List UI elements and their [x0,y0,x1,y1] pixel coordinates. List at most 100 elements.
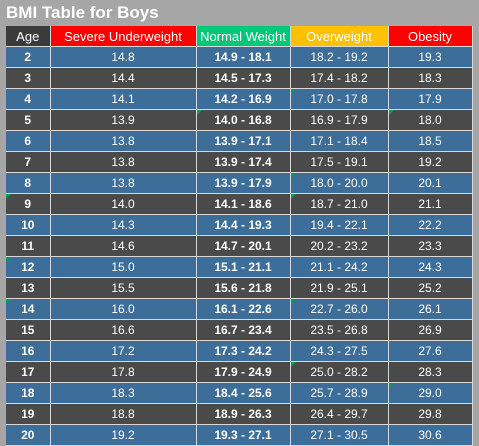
obesity-cell[interactable]: 26.1 [388,298,473,320]
age-cell[interactable]: 19 [6,403,51,425]
severe-cell[interactable]: 14.0 [50,193,197,215]
overweight-cell[interactable]: 17.4 - 18.2 [290,67,389,89]
age-cell[interactable]: 18 [6,382,51,404]
normal-cell[interactable]: 17.9 - 24.9 [196,361,291,383]
header-obesity[interactable]: Obesity [388,26,473,47]
severe-cell[interactable]: 17.2 [50,340,197,362]
obesity-cell[interactable]: 27.6 [388,340,473,362]
overweight-cell[interactable]: 21.1 - 24.2 [290,256,389,278]
severe-cell[interactable]: 15.0 [50,256,197,278]
obesity-cell[interactable]: 18.0 [388,109,473,131]
overweight-cell[interactable]: 21.9 - 25.1 [290,277,389,299]
header-age[interactable]: Age [6,26,51,47]
normal-cell[interactable]: 15.1 - 21.1 [196,256,291,278]
age-cell[interactable]: 3 [6,67,51,89]
obesity-cell[interactable]: 21.1 [388,193,473,215]
obesity-cell[interactable]: 28.3 [388,361,473,383]
obesity-cell[interactable]: 30.6 [388,424,473,446]
normal-cell[interactable]: 15.6 - 21.8 [196,277,291,299]
normal-cell[interactable]: 14.9 - 18.1 [196,46,291,68]
severe-cell[interactable]: 13.8 [50,172,197,194]
normal-cell[interactable]: 14.5 - 17.3 [196,67,291,89]
normal-cell[interactable]: 16.7 - 23.4 [196,319,291,341]
normal-cell[interactable]: 13.9 - 17.4 [196,151,291,173]
severe-cell[interactable]: 16.6 [50,319,197,341]
obesity-cell[interactable]: 19.2 [388,151,473,173]
severe-cell[interactable]: 14.8 [50,46,197,68]
severe-cell[interactable]: 14.3 [50,214,197,236]
age-cell[interactable]: 16 [6,340,51,362]
obesity-cell[interactable]: 22.2 [388,214,473,236]
normal-cell[interactable]: 14.1 - 18.6 [196,193,291,215]
overweight-cell[interactable]: 18.2 - 19.2 [290,46,389,68]
age-cell[interactable]: 17 [6,361,51,383]
overweight-cell[interactable]: 18.0 - 20.0 [290,172,389,194]
age-cell[interactable]: 11 [6,235,51,257]
severe-cell[interactable]: 17.8 [50,361,197,383]
obesity-cell[interactable]: 26.9 [388,319,473,341]
age-cell[interactable]: 5 [6,109,51,131]
age-cell[interactable]: 14 [6,298,51,320]
age-cell[interactable]: 20 [6,424,51,446]
overweight-cell[interactable]: 17.5 - 19.1 [290,151,389,173]
obesity-cell[interactable]: 29.8 [388,403,473,425]
obesity-cell[interactable]: 19.3 [388,46,473,68]
normal-cell[interactable]: 18.9 - 26.3 [196,403,291,425]
severe-cell[interactable]: 16.0 [50,298,197,320]
obesity-cell[interactable]: 29.0 [388,382,473,404]
overweight-cell[interactable]: 25.7 - 28.9 [290,382,389,404]
age-cell[interactable]: 10 [6,214,51,236]
age-cell[interactable]: 12 [6,256,51,278]
normal-cell[interactable]: 19.3 - 27.1 [196,424,291,446]
normal-cell[interactable]: 14.7 - 20.1 [196,235,291,257]
overweight-cell[interactable]: 17.1 - 18.4 [290,130,389,152]
age-cell[interactable]: 4 [6,88,51,110]
obesity-cell[interactable]: 25.2 [388,277,473,299]
obesity-cell[interactable]: 24.3 [388,256,473,278]
normal-cell[interactable]: 13.9 - 17.9 [196,172,291,194]
overweight-cell[interactable]: 20.2 - 23.2 [290,235,389,257]
age-cell[interactable]: 9 [6,193,51,215]
normal-cell[interactable]: 18.4 - 25.6 [196,382,291,404]
normal-cell[interactable]: 14.4 - 19.3 [196,214,291,236]
overweight-cell[interactable]: 16.9 - 17.9 [290,109,389,131]
overweight-cell[interactable]: 19.4 - 22.1 [290,214,389,236]
normal-cell[interactable]: 13.9 - 17.1 [196,130,291,152]
age-cell[interactable]: 15 [6,319,51,341]
age-cell[interactable]: 6 [6,130,51,152]
severe-cell[interactable]: 13.9 [50,109,197,131]
obesity-cell[interactable]: 18.5 [388,130,473,152]
severe-cell[interactable]: 18.3 [50,382,197,404]
age-cell[interactable]: 13 [6,277,51,299]
severe-cell[interactable]: 19.2 [50,424,197,446]
overweight-cell[interactable]: 27.1 - 30.5 [290,424,389,446]
overweight-cell[interactable]: 17.0 - 17.8 [290,88,389,110]
obesity-cell[interactable]: 23.3 [388,235,473,257]
obesity-cell[interactable]: 20.1 [388,172,473,194]
age-cell[interactable]: 8 [6,172,51,194]
severe-cell[interactable]: 14.1 [50,88,197,110]
obesity-cell[interactable]: 17.9 [388,88,473,110]
severe-cell[interactable]: 18.8 [50,403,197,425]
overweight-cell[interactable]: 22.7 - 26.0 [290,298,389,320]
normal-cell[interactable]: 17.3 - 24.2 [196,340,291,362]
overweight-cell[interactable]: 26.4 - 29.7 [290,403,389,425]
normal-cell[interactable]: 14.2 - 16.9 [196,88,291,110]
severe-cell[interactable]: 13.8 [50,151,197,173]
age-cell[interactable]: 2 [6,46,51,68]
header-severe-underweight[interactable]: Severe Underweight [50,26,197,47]
severe-cell[interactable]: 14.6 [50,235,197,257]
normal-cell[interactable]: 16.1 - 22.6 [196,298,291,320]
overweight-cell[interactable]: 24.3 - 27.5 [290,340,389,362]
normal-cell[interactable]: 14.0 - 16.8 [196,109,291,131]
severe-cell[interactable]: 15.5 [50,277,197,299]
severe-cell[interactable]: 13.8 [50,130,197,152]
overweight-cell[interactable]: 23.5 - 26.8 [290,319,389,341]
severe-cell[interactable]: 14.4 [50,67,197,89]
header-normal-weight[interactable]: Normal Weight [196,26,291,47]
obesity-cell[interactable]: 18.3 [388,67,473,89]
age-cell[interactable]: 7 [6,151,51,173]
header-overweight[interactable]: Overweight [290,26,389,47]
overweight-cell[interactable]: 18.7 - 21.0 [290,193,389,215]
overweight-cell[interactable]: 25.0 - 28.2 [290,361,389,383]
